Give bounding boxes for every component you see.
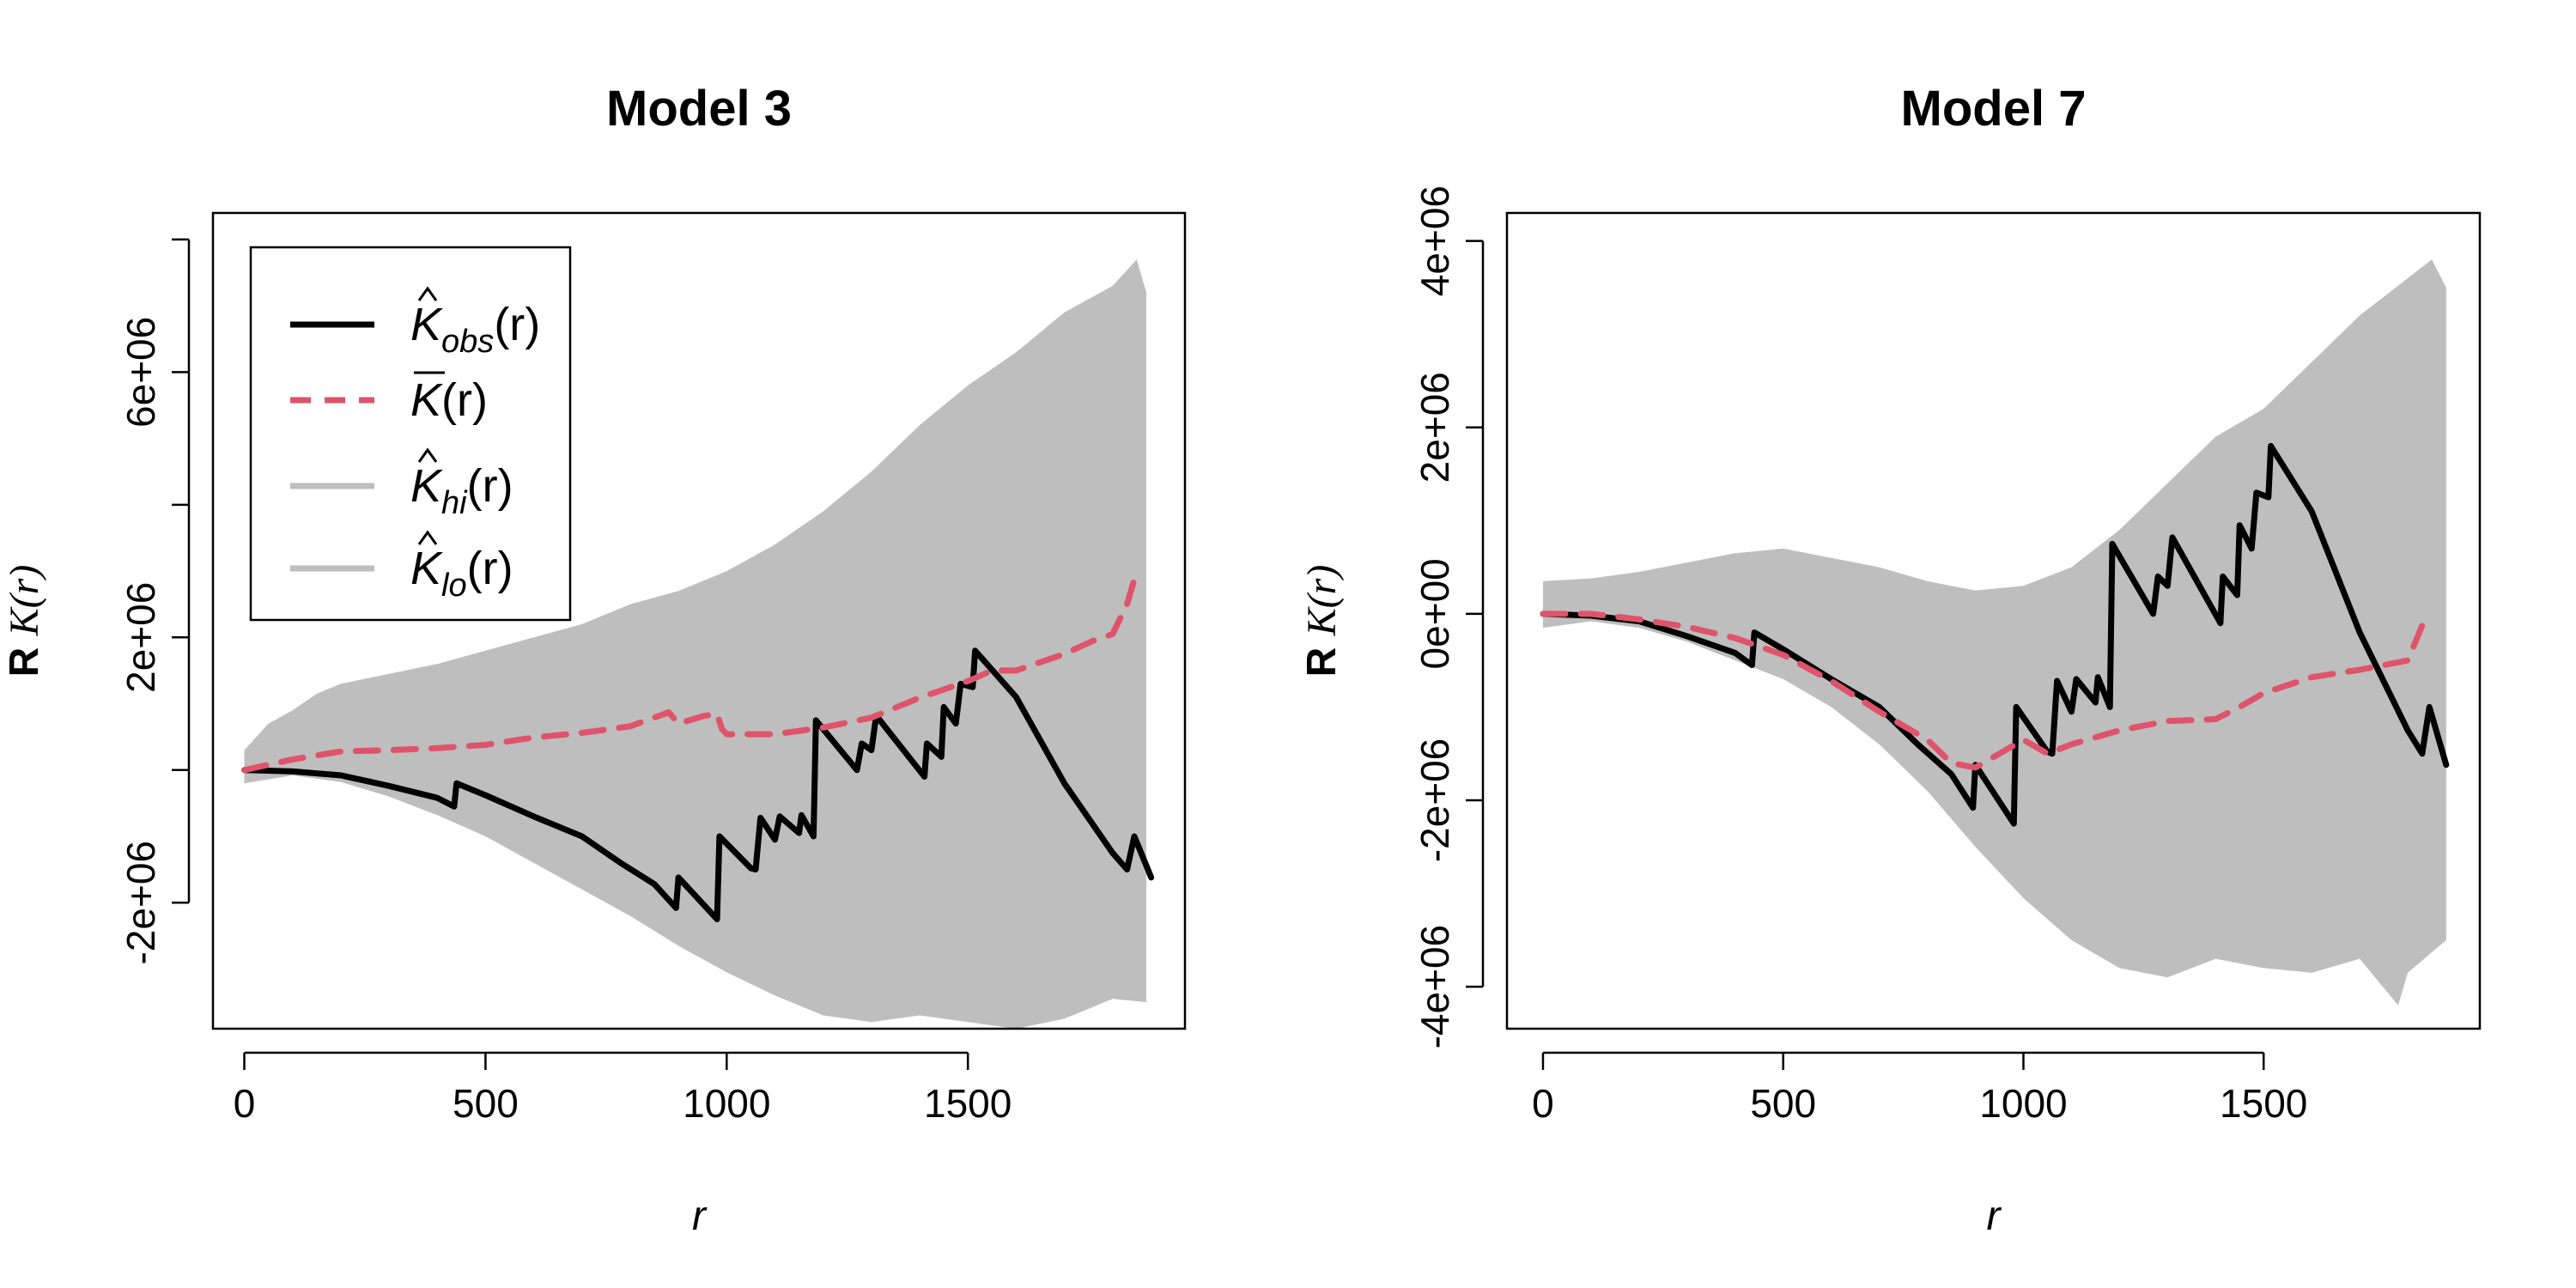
- x-tick-label: 1000: [1979, 1081, 2067, 1126]
- legend-hat-accent: [417, 447, 438, 463]
- x-axis-label: r: [692, 1194, 708, 1239]
- chart-title: Model 3: [606, 81, 792, 137]
- legend-label-sub: lo: [441, 568, 467, 604]
- y-axis-label-prefix: R: [1299, 635, 1345, 677]
- legend-label-sub: obs: [441, 324, 494, 360]
- legend-label-lo: Klo(r): [410, 543, 513, 604]
- y-axis: -2e+06 2e+06 6e+06: [118, 238, 191, 965]
- legend-label-mean: K(r): [410, 374, 488, 426]
- y-axis: -4e+06 -2e+06 0e+00 2e+06 4e+06: [1413, 185, 1485, 1049]
- y-tick-label: -4e+06: [1413, 925, 1457, 1049]
- series-line-mean: [241, 568, 1140, 774]
- y-tick-label: 2e+06: [118, 582, 163, 693]
- x-tick-label: 0: [234, 1081, 256, 1126]
- legend-label-arg: (r): [441, 374, 488, 426]
- x-tick-label: 1000: [683, 1081, 770, 1126]
- y-axis-label-func: K(r): [2, 565, 47, 637]
- y-axis-label: R K(r): [1299, 565, 1345, 677]
- x-axis: 0 500 1000 1500: [234, 1051, 1012, 1126]
- legend: Kobs(r)K(r)Khi(r)Klo(r): [249, 246, 572, 622]
- y-axis-label-func: K(r): [1299, 565, 1345, 637]
- legend-label-arg: (r): [467, 460, 513, 512]
- envelope-band: [1542, 259, 2446, 1005]
- y-tick-label: 6e+06: [118, 317, 163, 428]
- series-line-mean: [1540, 611, 2430, 771]
- plot-area: [1540, 259, 2450, 1005]
- legend-label-base: K: [410, 374, 443, 426]
- legend-label-arg: (r): [467, 543, 513, 594]
- y-tick-label: -2e+06: [1413, 738, 1457, 863]
- plot-area: [241, 259, 1155, 1029]
- y-tick-label: 4e+06: [1413, 185, 1457, 296]
- y-tick-label: -2e+06: [118, 841, 163, 965]
- series-line-obs: [1540, 442, 2450, 827]
- envelope-band: [244, 259, 1147, 1029]
- plot-frame: [211, 211, 1187, 1030]
- legend-hat-accent: [417, 286, 438, 301]
- legend-box: [249, 246, 572, 622]
- panel-model-7: Model 7 0 500 1000 1500 r -4e+06 -2e+06 0e+00 2e+…: [1299, 81, 2482, 1239]
- y-axis-label: R K(r): [2, 565, 47, 677]
- legend-label-arg: (r): [494, 299, 540, 350]
- y-tick-label: 2e+06: [1413, 372, 1457, 483]
- legend-label-sub: hi: [441, 485, 468, 521]
- x-axis: 0 500 1000 1500: [1532, 1051, 2307, 1126]
- x-tick-label: 1500: [2220, 1081, 2307, 1126]
- legend-label-hi: Khi(r): [410, 460, 513, 521]
- x-tick-label: 1500: [924, 1081, 1012, 1126]
- x-tick-label: 500: [1750, 1081, 1816, 1126]
- chart-title: Model 7: [1901, 81, 2087, 137]
- series-line-obs: [241, 647, 1155, 923]
- legend-label-base: K: [410, 460, 443, 512]
- plot-frame: [1505, 211, 2482, 1030]
- legend-label-obs: Kobs(r): [410, 299, 540, 360]
- x-axis-label: r: [1987, 1194, 2002, 1239]
- x-tick-label: 0: [1532, 1081, 1554, 1126]
- x-tick-label: 500: [453, 1081, 519, 1126]
- legend-label-base: K: [410, 543, 443, 594]
- legend-label-base: K: [410, 299, 443, 350]
- y-tick-label: 0e+00: [1413, 558, 1457, 669]
- legend-hat-accent: [417, 530, 438, 545]
- y-axis-label-prefix: R: [2, 635, 47, 677]
